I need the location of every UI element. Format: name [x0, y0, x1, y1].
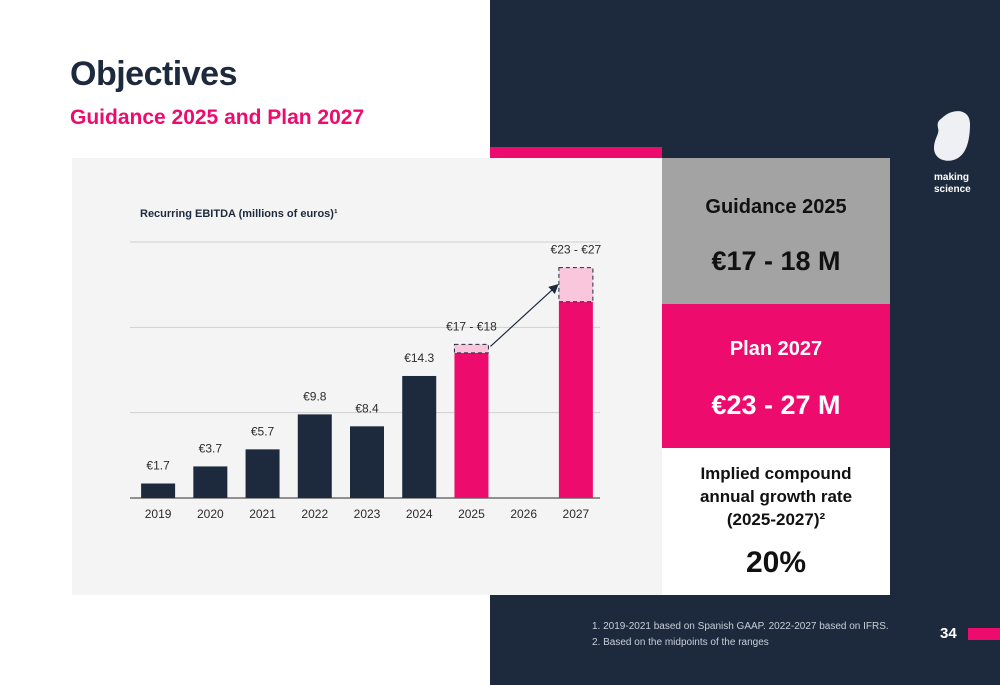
plan-label: Plan 2027	[729, 338, 823, 360]
pink-accent-strip	[490, 147, 662, 158]
bar-2020	[193, 466, 228, 498]
growth-label: Implied compound annual growth rate (202…	[662, 462, 890, 531]
data-label-2023: €8.4	[355, 401, 379, 415]
logo-wordmark: making science	[934, 172, 971, 196]
x-tick-label-2022: 2022	[301, 507, 328, 521]
guidance-label: Guidance 2025	[705, 196, 847, 218]
page-subtitle: Guidance 2025 and Plan 2027	[70, 106, 365, 129]
page-number: 34	[940, 625, 957, 642]
growth-arrow	[490, 283, 559, 347]
plan-box: Plan 2027 €23 - 27 M	[662, 304, 890, 448]
data-label-2019: €1.7	[146, 458, 170, 472]
growth-value: 20%	[745, 546, 807, 579]
bar-2024	[402, 375, 437, 498]
bar-2027	[558, 301, 593, 498]
data-label-2027: €23 - €27	[551, 243, 602, 257]
guidance-value: €17 - 18 M	[711, 246, 841, 276]
data-label-2024: €14.3	[404, 351, 434, 365]
x-tick-label-2027: 2027	[563, 507, 590, 521]
data-label-2020: €3.7	[199, 441, 223, 455]
bar-2021	[245, 449, 280, 498]
x-tick-label-2020: 2020	[197, 507, 224, 521]
data-label-2021: €5.7	[251, 424, 275, 438]
bar-2023	[350, 426, 384, 498]
range-box-2025	[453, 343, 489, 354]
growth-box: Implied compound annual growth rate (202…	[662, 448, 890, 595]
bar-2025	[454, 352, 489, 498]
logo-line-2: science	[934, 184, 971, 195]
chart-title: Recurring EBITDA (millions of euros)¹	[140, 208, 338, 220]
x-tick-label-2019: 2019	[145, 507, 172, 521]
bar-2022	[297, 414, 332, 498]
footnote-2: 2. Based on the midpoints of the ranges	[592, 637, 769, 648]
bar-2019	[141, 483, 176, 498]
growth-label-line-2: annual growth rate	[699, 487, 853, 506]
x-tick-label-2025: 2025	[458, 507, 485, 521]
page-title: Objectives	[70, 55, 237, 93]
data-label-2022: €9.8	[303, 389, 327, 403]
range-box-2027	[558, 267, 594, 303]
ebitda-bar-chart: €1.7 2019 €3.7 2020 €5.7 2021 €9.8 2022 €8.4 2023…	[130, 241, 602, 521]
making-science-logo-icon	[934, 111, 970, 161]
data-label-2025: €17 - €18	[446, 319, 497, 333]
plan-value: €23 - 27 M	[711, 390, 841, 420]
x-tick-label-2024: 2024	[406, 507, 433, 521]
footnotes: 1. 2019-2021 based on Spanish GAAP. 2022…	[592, 619, 889, 651]
guidance-box: Guidance 2025 €17 - 18 M	[662, 158, 890, 304]
logo-line-1: making	[934, 172, 970, 183]
x-tick-label-2023: 2023	[354, 507, 381, 521]
x-tick-label-2026: 2026	[510, 507, 537, 521]
growth-label-line-3: (2025-2027)²	[726, 510, 826, 529]
growth-label-line-1: Implied compound	[700, 464, 852, 483]
page-number-bar	[968, 628, 1000, 640]
x-tick-label-2021: 2021	[249, 507, 276, 521]
chart-panel: Recurring EBITDA (millions of euros)¹ €1…	[72, 158, 662, 595]
footnote-1: 1. 2019-2021 based on Spanish GAAP. 2022…	[592, 621, 889, 632]
